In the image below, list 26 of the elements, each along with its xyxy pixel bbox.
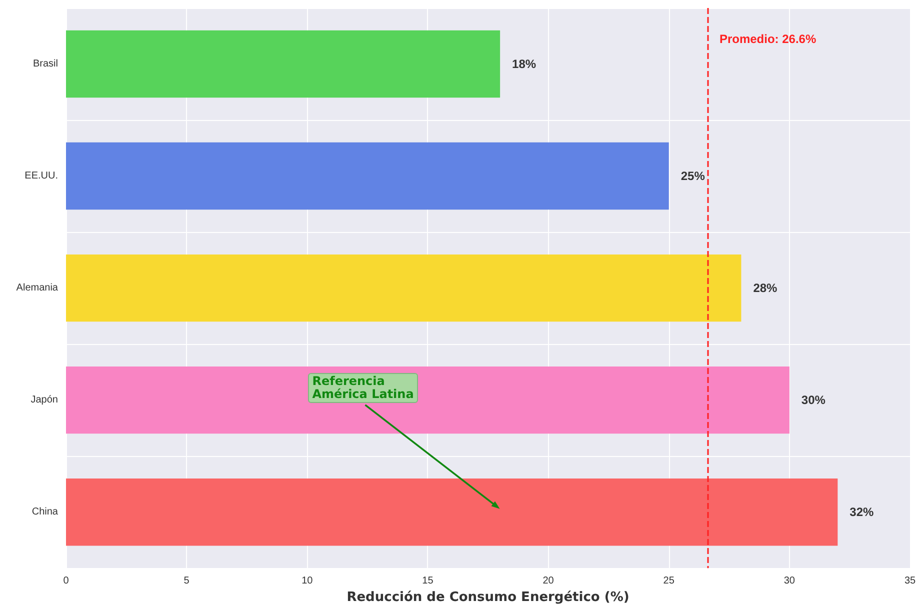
y-tick-label: China	[32, 506, 58, 518]
y-tick-label: EE.UU.	[24, 170, 58, 182]
x-tick-label: 15	[422, 576, 434, 587]
data-label: 18%	[512, 57, 536, 72]
bar	[66, 478, 838, 546]
ref-line-label: Promedio: 26.6%	[719, 32, 816, 46]
annotation: Referencia América Latina	[308, 372, 418, 403]
x-tick-label: 30	[784, 576, 796, 587]
data-label: 32%	[850, 505, 874, 520]
y-tick-label: Alemania	[16, 282, 58, 294]
y-tick-label: Japón	[30, 394, 58, 406]
bar	[66, 30, 500, 98]
x-tick-label: 5	[184, 576, 190, 587]
x-tick-label: 25	[663, 576, 675, 587]
x-axis-title: Reducción de Consumo Energético (%)	[346, 590, 630, 605]
bar	[66, 142, 669, 210]
bar	[66, 254, 742, 322]
x-tick-label: 0	[63, 576, 70, 587]
y-tick-label: Brasil	[32, 58, 58, 70]
x-tick-label: 35	[904, 576, 916, 587]
data-label: 28%	[753, 281, 778, 296]
x-tick-label: 10	[302, 576, 314, 587]
x-tick-label: 20	[542, 576, 554, 587]
data-label: 30%	[801, 393, 826, 408]
data-label: 25%	[680, 169, 706, 184]
bar	[66, 366, 790, 434]
